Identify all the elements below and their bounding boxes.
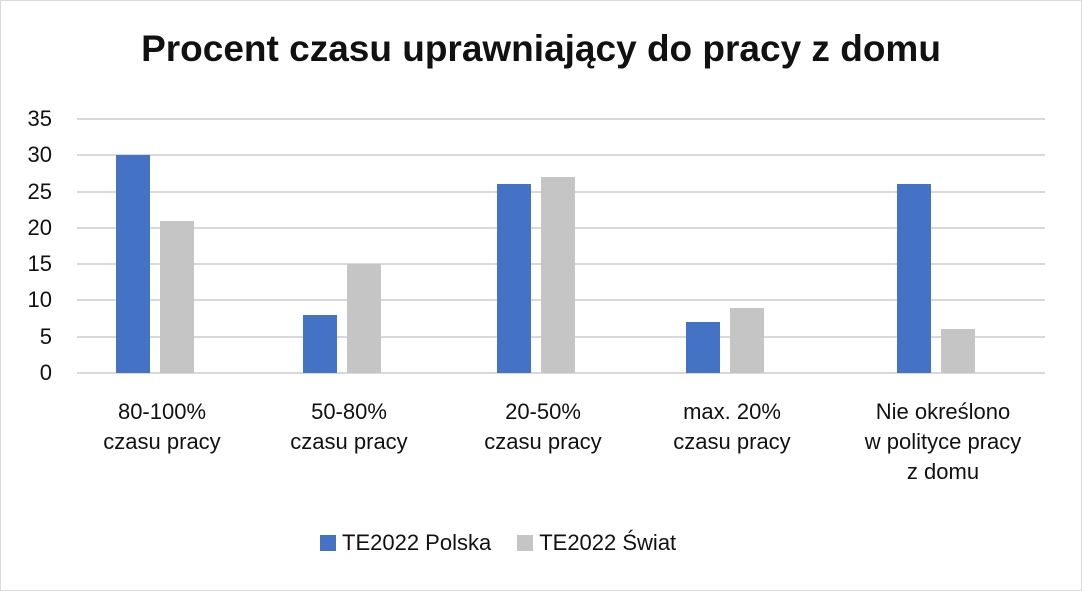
bar-swiat [347,264,381,373]
y-tick-label: 25 [27,178,52,204]
legend-swatch [517,535,534,551]
gridline [77,154,1045,157]
bar-polska [497,184,531,373]
legend-item: TE2022 Polska [320,530,491,556]
y-tick-label: 5 [39,323,52,349]
bar-swiat [730,307,764,373]
x-category-label: Nie określono w polityce pracy z domu [864,399,1022,484]
y-tick-label: 15 [27,251,52,277]
y-tick-label: 0 [39,360,52,385]
bar-swiat [160,220,194,373]
gridline [77,372,1045,374]
y-tick-label: 20 [27,214,52,240]
y-tick-label: 30 [27,142,52,168]
bar-polska [686,322,720,373]
bar-swiat [541,177,575,373]
bar-polska [116,155,150,373]
legend-label: TE2022 Świat [539,530,677,555]
x-category-label: 20-50% czasu pracy [484,399,602,454]
bar-polska [303,314,337,373]
chart-title: Procent czasu uprawniający do pracy z do… [141,28,941,69]
legend: TE2022 Polska TE2022 Świat [320,530,702,556]
gridline [77,118,1045,120]
legend-label: TE2022 Polska [342,530,492,555]
x-category-label: 80-100% czasu pracy [103,399,221,454]
y-tick-label: 10 [27,287,52,313]
legend-item: TE2022 Świat [517,530,676,556]
y-tick-label: 35 [27,106,52,131]
legend-swatch [320,535,336,551]
bar-polska [897,184,931,373]
bar-swiat [941,329,975,373]
x-category-label: max. 20% czasu pracy [673,399,791,454]
x-category-label: 50-80% czasu pracy [290,399,408,454]
